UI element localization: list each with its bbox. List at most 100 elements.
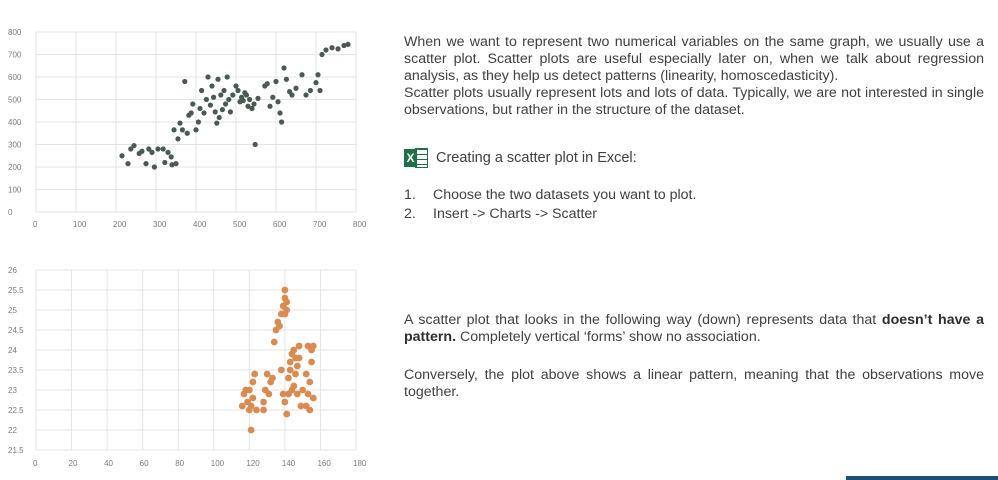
- scatter-point: [193, 127, 199, 133]
- no-pattern-text-end: Completely vertical ‘forms’ show no asso…: [456, 329, 761, 345]
- scatter-point: [293, 362, 301, 370]
- scatter-point: [290, 382, 298, 390]
- intro-text: When we want to represent two numerical …: [404, 34, 984, 119]
- no-pattern-scatter-chart: 0 20 40 60 80 100 120 140 160 180 21.5 22 22.5 23 23.5…: [0, 262, 372, 472]
- scatter-point: [247, 402, 255, 410]
- step-number: 1.: [404, 187, 416, 203]
- scatter-point: [277, 366, 285, 374]
- scatter-point: [131, 143, 137, 149]
- list-item: 2. Insert -> Charts -> Scatter: [404, 205, 696, 224]
- bottom-accent-bar: [846, 476, 998, 480]
- x-tick-label: 500: [233, 220, 247, 229]
- step-text: Insert -> Charts -> Scatter: [433, 206, 598, 222]
- y-tick-label: 25.5: [8, 286, 24, 295]
- scatter-point: [249, 105, 255, 112]
- y-tick-label: 200: [8, 163, 22, 172]
- scatter-point: [160, 146, 166, 152]
- x-tick-label: 800: [353, 220, 367, 229]
- scatter-point: [223, 101, 229, 107]
- scatter-point: [171, 127, 177, 133]
- scatter-point: [168, 154, 174, 160]
- scatter-point: [281, 286, 289, 294]
- scatter-point: [279, 119, 285, 125]
- y-tick-label: 700: [8, 51, 22, 60]
- scatter-point: [209, 83, 215, 89]
- scatter-point: [249, 394, 257, 402]
- scatter-point: [143, 161, 149, 167]
- scatter-point: [214, 120, 220, 126]
- scatter-point: [247, 96, 253, 103]
- scatter-point: [251, 370, 259, 378]
- scatter-point: [260, 398, 267, 406]
- scatter-point: [146, 146, 152, 152]
- scatter-point: [265, 390, 273, 398]
- scatter-point: [267, 103, 273, 109]
- scatter-point: [151, 164, 157, 170]
- scatter-point: [165, 149, 171, 155]
- scatter-point: [309, 342, 317, 350]
- x-tick-label: 100: [211, 459, 225, 468]
- x-tick-label: 100: [73, 220, 87, 229]
- scatter-point: [247, 426, 255, 434]
- scatter-point: [188, 110, 194, 116]
- scatter-point: [319, 51, 325, 58]
- no-pattern-text-start: A scatter plot that looks in the followi…: [404, 312, 882, 328]
- scatter-point: [162, 159, 168, 166]
- scatter-point: [295, 342, 303, 350]
- scatter-point: [190, 101, 196, 107]
- scatter-point: [179, 127, 185, 133]
- y-tick-label: 0: [8, 208, 13, 217]
- y-tick-label: 21.5: [8, 446, 24, 455]
- y-tick-label: 22.5: [8, 406, 24, 415]
- scatter-point: [139, 148, 145, 154]
- scatter-point: [212, 109, 218, 115]
- y-tick-label: 600: [8, 73, 22, 82]
- scatter-point: [308, 358, 315, 366]
- scatter-point: [219, 107, 225, 113]
- scatter-point: [195, 119, 201, 125]
- scatter-point: [169, 162, 175, 168]
- scatter-point: [199, 87, 205, 94]
- scatter-point: [270, 338, 278, 346]
- y-tick-label: 400: [8, 118, 22, 127]
- scatter-point: [313, 80, 319, 86]
- scatter-point: [277, 110, 283, 116]
- scatter-point: [269, 374, 276, 382]
- scatter-point: [302, 370, 310, 378]
- step-number: 2.: [404, 206, 416, 222]
- scatter-point: [275, 99, 281, 105]
- scatter-point: [304, 390, 312, 398]
- excel-heading-text: Creating a scatter plot in Excel:: [436, 150, 637, 166]
- linear-scatter-plot-area: 0 100 200 300 400 500 600 700 800 0 100 200 300 400 50…: [8, 28, 367, 229]
- x-tick-label: 40: [104, 459, 113, 468]
- scatter-point: [245, 386, 253, 394]
- scatter-point: [281, 65, 287, 71]
- scatter-point: [230, 92, 236, 98]
- scatter-point: [205, 74, 211, 80]
- scatter-point: [341, 42, 347, 49]
- scatter-point: [155, 146, 161, 152]
- y-tick-label: 26: [8, 266, 17, 275]
- scatter-point: [345, 41, 351, 47]
- y-tick-label: 24: [8, 346, 17, 355]
- scatter-point: [218, 92, 224, 98]
- scatter-point: [285, 374, 292, 382]
- excel-icon-letter: X: [404, 149, 417, 167]
- scatter-point: [293, 85, 299, 91]
- scatter-point: [306, 378, 314, 386]
- no-pattern-paragraph: A scatter plot that looks in the followi…: [404, 312, 984, 346]
- scatter-point: [245, 103, 251, 109]
- y-tick-label: 100: [8, 186, 22, 195]
- conversely-paragraph: Conversely, the plot above shows a linea…: [404, 367, 984, 400]
- scatter-point: [299, 72, 305, 78]
- scatter-point: [264, 81, 270, 87]
- scatter-point: [292, 370, 299, 378]
- scatter-point: [315, 72, 321, 78]
- y-tick-label: 500: [8, 96, 22, 105]
- scatter-point: [253, 406, 260, 414]
- y-tick-label: 23.5: [8, 366, 24, 375]
- scatter-point: [240, 98, 246, 104]
- x-tick-label: 80: [175, 459, 184, 468]
- scatter-point: [281, 310, 289, 318]
- scatter-point: [182, 78, 188, 85]
